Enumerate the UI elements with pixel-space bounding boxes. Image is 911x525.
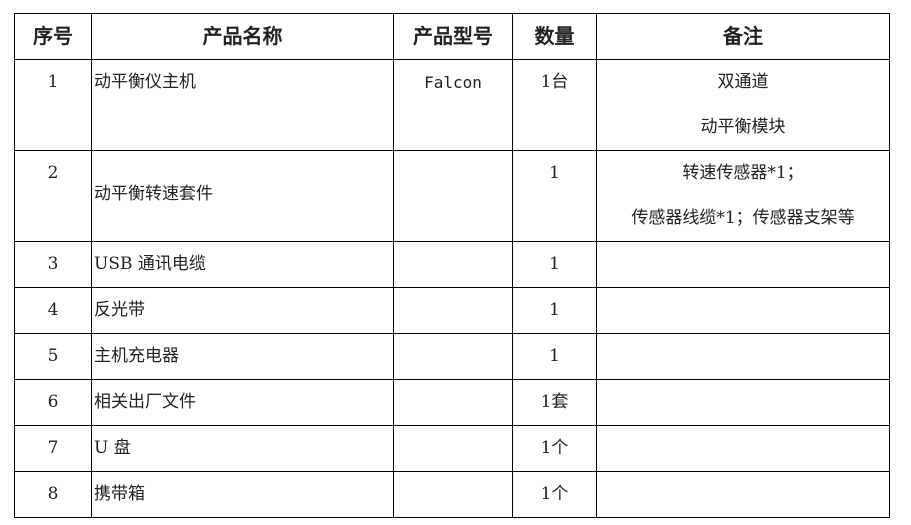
cell-model xyxy=(393,150,513,242)
remark-line: 转速传感器*1； xyxy=(682,163,804,183)
cell-qty: 1个 xyxy=(512,471,597,518)
cell-qty: 1 xyxy=(512,333,597,380)
cell-name: USB 通讯电缆 xyxy=(91,241,394,288)
cell-remarks xyxy=(596,471,890,518)
cell-qty: 1 xyxy=(512,241,597,288)
remark-line: 动平衡模块 xyxy=(700,117,786,137)
cell-remarks: 转速传感器*1； 传感器线缆*1；传感器支架等 xyxy=(596,150,890,242)
cell-name: 相关出厂文件 xyxy=(91,379,394,426)
packing-list-table: 序号 产品名称 产品型号 数量 备注 1 动平衡仪主机 Falcon 1台 双通… xyxy=(14,13,890,518)
remark-line: 双通道 xyxy=(717,72,769,92)
cell-no: 2 xyxy=(14,150,92,242)
cell-no: 5 xyxy=(14,333,92,380)
cell-no: 4 xyxy=(14,287,92,334)
cell-name: 反光带 xyxy=(91,287,394,334)
header-qty: 数量 xyxy=(512,13,597,60)
cell-model xyxy=(393,471,513,518)
cell-name: 主机充电器 xyxy=(91,333,394,380)
header-model: 产品型号 xyxy=(393,13,513,60)
header-remarks: 备注 xyxy=(596,13,890,60)
cell-no: 6 xyxy=(14,379,92,426)
cell-remarks xyxy=(596,425,890,472)
cell-model xyxy=(393,379,513,426)
cell-model: Falcon xyxy=(393,59,513,151)
cell-qty: 1台 xyxy=(512,59,597,151)
cell-model xyxy=(393,287,513,334)
remark-line: 传感器线缆*1；传感器支架等 xyxy=(631,208,855,228)
table-row: 3 USB 通讯电缆 1 xyxy=(14,241,890,288)
cell-qty: 1套 xyxy=(512,379,597,426)
cell-no: 1 xyxy=(14,59,92,151)
cell-model xyxy=(393,241,513,288)
cell-remarks: 双通道 动平衡模块 xyxy=(596,59,890,151)
cell-no: 7 xyxy=(14,425,92,472)
cell-qty: 1 xyxy=(512,150,597,242)
header-no: 序号 xyxy=(14,13,92,60)
cell-model xyxy=(393,425,513,472)
header-name: 产品名称 xyxy=(91,13,394,60)
cell-name: 动平衡仪主机 xyxy=(91,59,394,151)
cell-name: 携带箱 xyxy=(91,471,394,518)
cell-qty: 1 xyxy=(512,287,597,334)
cell-no: 8 xyxy=(14,471,92,518)
cell-remarks xyxy=(596,333,890,380)
cell-remarks xyxy=(596,241,890,288)
table-row: 1 动平衡仪主机 Falcon 1台 双通道 动平衡模块 xyxy=(14,59,890,151)
table-row: 8 携带箱 1个 xyxy=(14,471,890,518)
cell-name: U 盘 xyxy=(91,425,394,472)
cell-no: 3 xyxy=(14,241,92,288)
cell-remarks xyxy=(596,379,890,426)
table-row: 5 主机充电器 1 xyxy=(14,333,890,380)
table-row: 6 相关出厂文件 1套 xyxy=(14,379,890,426)
cell-name: 动平衡转速套件 xyxy=(94,184,213,204)
cell-qty: 1个 xyxy=(512,425,597,472)
header-row: 序号 产品名称 产品型号 数量 备注 xyxy=(14,13,890,60)
table-row: 2 动平衡转速套件 1 转速传感器*1； 传感器线缆*1；传感器支架等 xyxy=(14,150,890,242)
cell-remarks xyxy=(596,287,890,334)
table-row: 4 反光带 1 xyxy=(14,287,890,334)
cell-model xyxy=(393,333,513,380)
